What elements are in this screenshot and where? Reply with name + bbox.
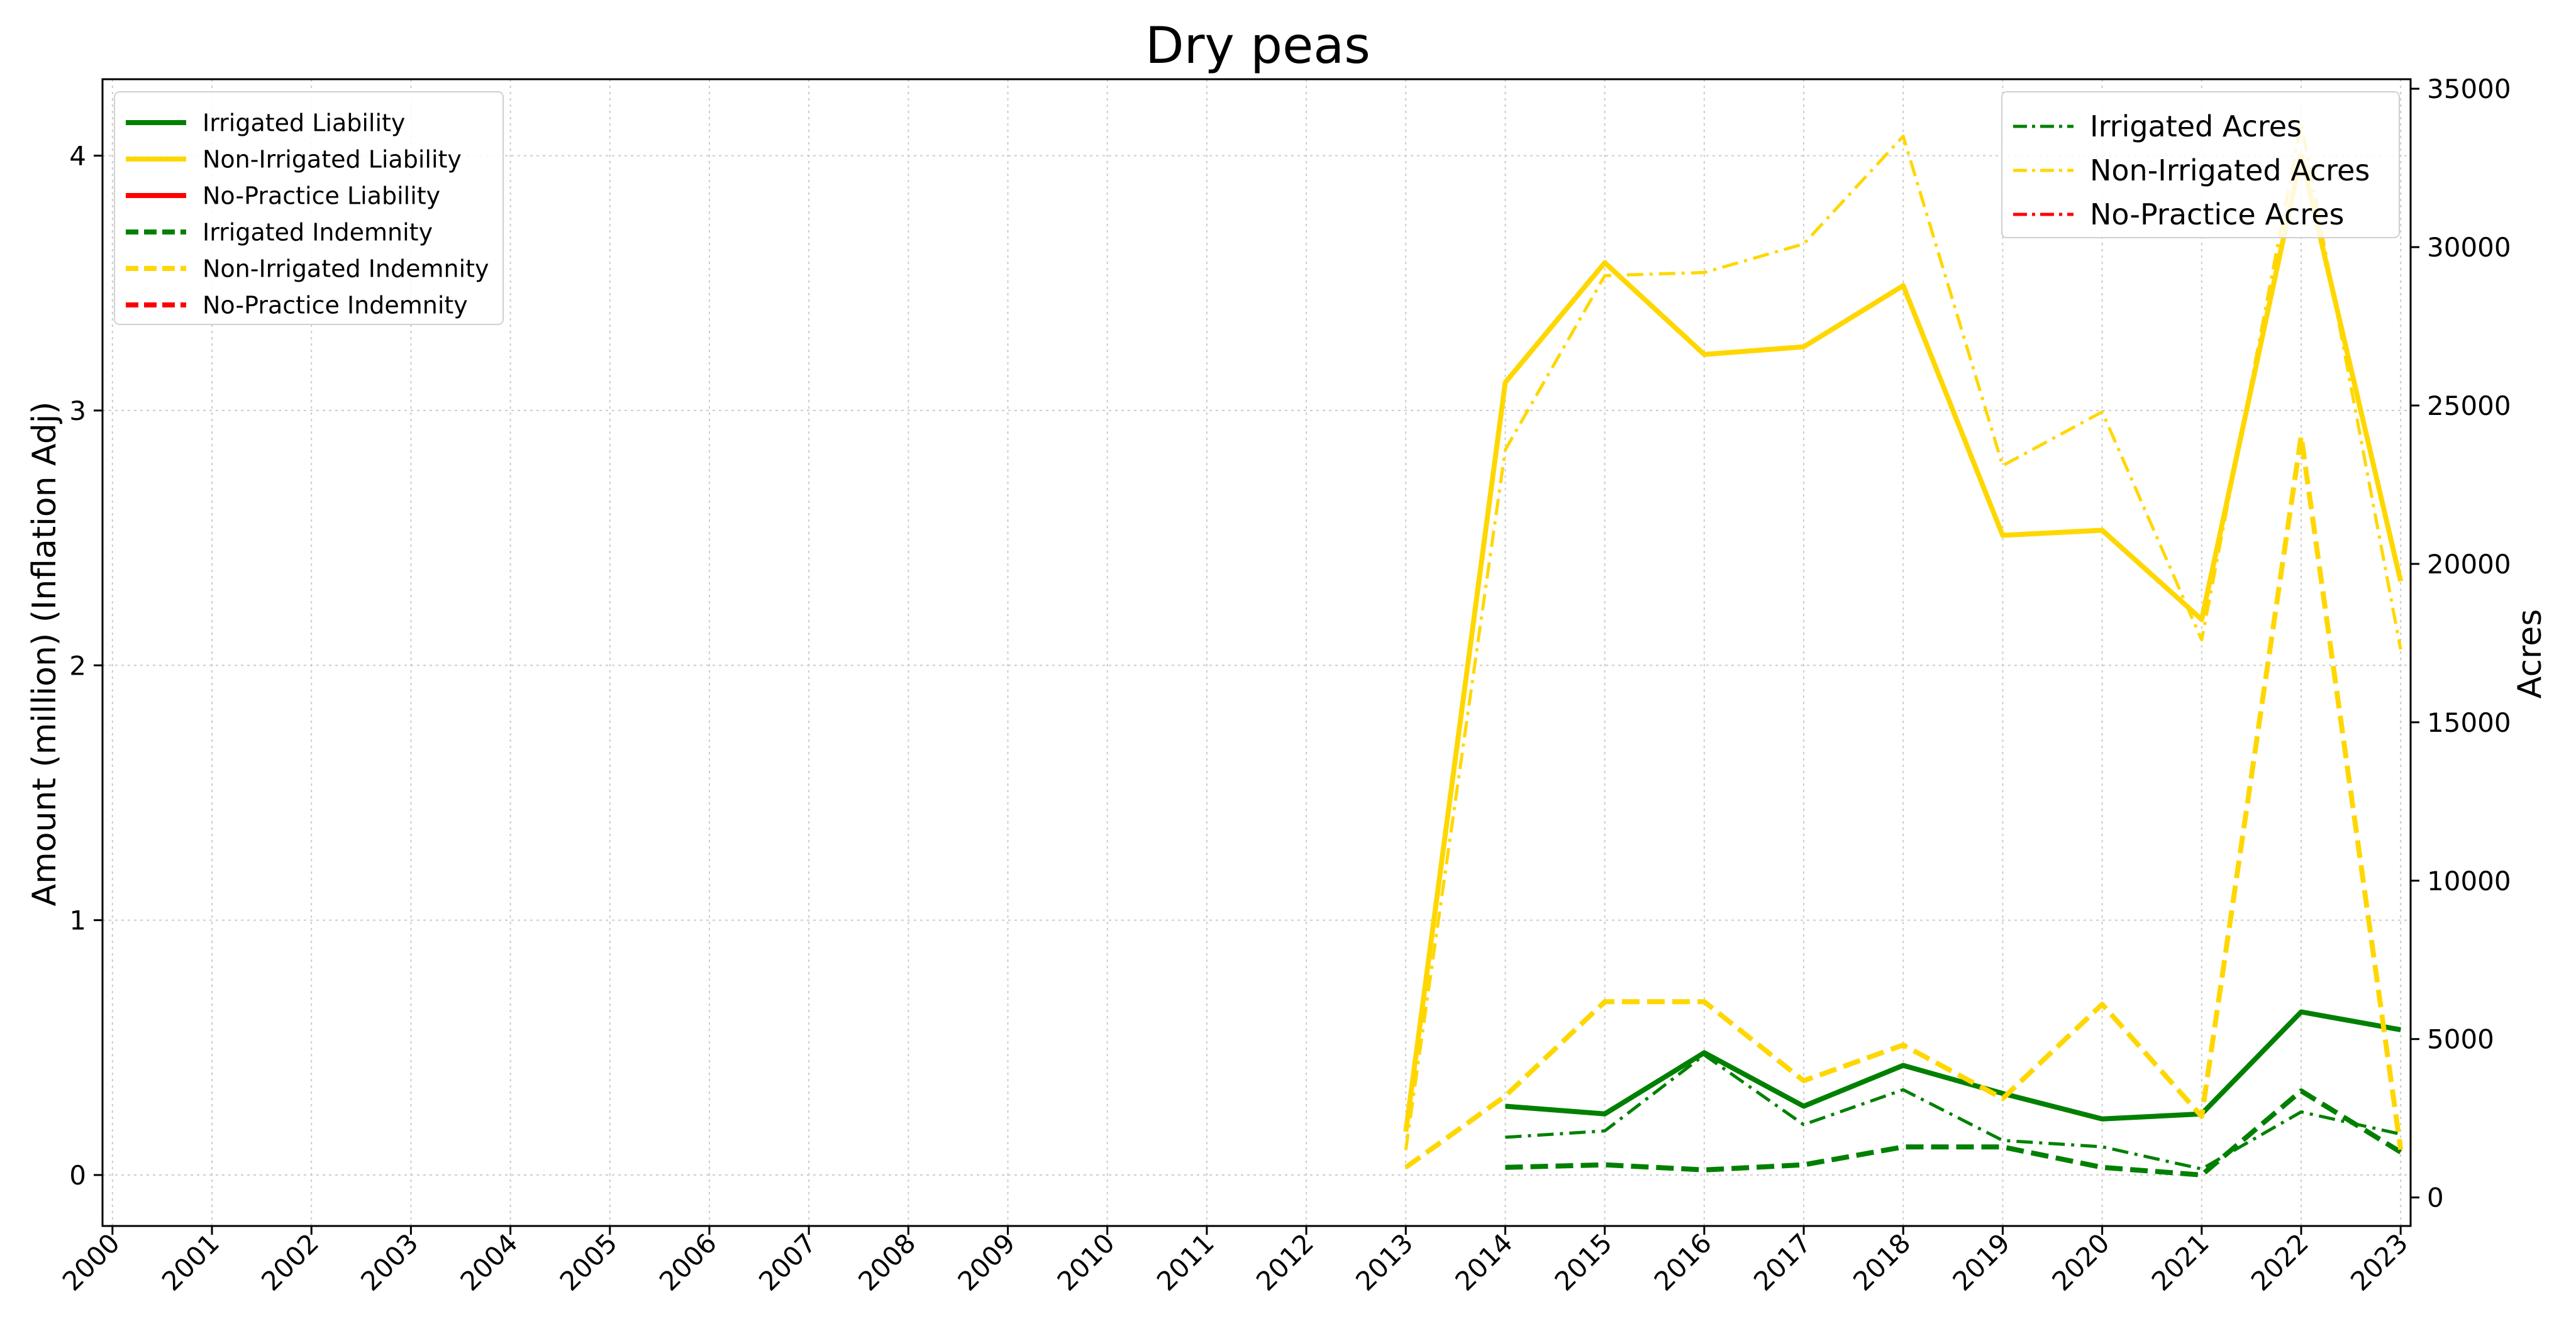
x-tick-label: 2014 — [1449, 1227, 1518, 1296]
x-tick-label: 2009 — [952, 1227, 1021, 1296]
x-tick-label: 2000 — [57, 1227, 126, 1296]
x-tick-label: 2006 — [653, 1227, 723, 1296]
series-line-non-irrigated-acres — [1404, 122, 2402, 1151]
y2-tick-label: 15000 — [2427, 707, 2511, 738]
series-layer — [1403, 122, 2404, 1178]
y-axis-label: Amount (million) (Inflation Adj) — [26, 402, 64, 907]
x-tick-label: 2004 — [454, 1227, 523, 1296]
legend-label: No-Practice Liability — [203, 182, 440, 209]
x-tick-label: 2003 — [355, 1227, 424, 1296]
chart-title: Dry peas — [1145, 16, 1370, 75]
x-tick-label: 2021 — [2146, 1227, 2215, 1296]
y2-tick-label: 20000 — [2427, 549, 2511, 580]
x-tick-label: 2016 — [1648, 1227, 1718, 1296]
series-line-irrigated-indemnity — [1505, 1088, 2402, 1178]
x-tick-label: 2007 — [753, 1227, 822, 1296]
legend-box — [2001, 91, 2400, 238]
plot-frame — [101, 78, 2412, 1227]
y-tick-label: 4 — [69, 141, 86, 172]
series-line-irrigated-liability — [1505, 1009, 2401, 1122]
x-tick-label: 2019 — [1946, 1227, 2016, 1296]
grid — [103, 79, 2411, 1226]
legend-label: No-Practice Indemnity — [203, 291, 468, 319]
y2-tick-label: 35000 — [2427, 74, 2511, 104]
legend-label: Non-Irrigated Indemnity — [203, 255, 489, 282]
legend-label: Non-Irrigated Liability — [203, 145, 462, 173]
y-tick-label: 3 — [69, 395, 86, 426]
x-tick-label: 2015 — [1549, 1227, 1618, 1296]
legend-box — [114, 91, 504, 325]
x-tick-label: 2008 — [852, 1227, 921, 1296]
legend-label: Irrigated Acres — [2090, 109, 2302, 143]
legend-label: Non-Irrigated Acres — [2090, 153, 2370, 187]
x-tick-label: 2018 — [1847, 1227, 1916, 1296]
x-tick-label: 2017 — [1748, 1227, 1817, 1296]
y2-axis-ticks: 0 5000 10000 15000 20000 25000 30000 35000 — [2411, 74, 2511, 1213]
y-tick-label: 1 — [69, 905, 86, 936]
x-tick-label: 2012 — [1250, 1227, 1319, 1296]
x-tick-label: 2005 — [554, 1227, 623, 1296]
legend-label: Irrigated Liability — [203, 109, 405, 136]
y-axis-ticks: 0 1 2 3 4 — [69, 141, 103, 1191]
x-tick-label: 2013 — [1350, 1227, 1419, 1296]
y-tick-label: 0 — [69, 1160, 86, 1191]
x-tick-label: 2001 — [156, 1227, 225, 1296]
x-tick-label: 2010 — [1052, 1227, 1121, 1296]
y2-axis-label: Acres — [2511, 609, 2549, 699]
legend-label: Irrigated Indemnity — [203, 218, 433, 246]
series-line-irrigated-acres — [1505, 1053, 2401, 1171]
legend-right: Irrigated Acres Non-Irrigated Acres No-Pra… — [2001, 91, 2400, 238]
x-tick-label: 2023 — [2345, 1227, 2414, 1296]
x-tick-label: 2022 — [2245, 1227, 2314, 1296]
y-tick-label: 2 — [69, 650, 86, 681]
x-axis-ticks: 2000 2001 2002 2003 2004 2005 2006 2007 2008 2009… — [57, 1226, 2414, 1297]
y2-tick-label: 0 — [2427, 1183, 2444, 1213]
x-tick-label: 2002 — [255, 1227, 325, 1296]
legend-left: Irrigated Liability Non-Irrigated Liabili… — [114, 91, 504, 325]
y2-tick-label: 25000 — [2427, 390, 2511, 421]
y2-tick-label: 30000 — [2427, 232, 2511, 263]
x-tick-label: 2020 — [2046, 1227, 2115, 1296]
x-tick-label: 2011 — [1151, 1227, 1220, 1296]
series-line-non-irrigated-indemnity — [1404, 433, 2404, 1170]
legend-label: No-Practice Acres — [2090, 197, 2344, 231]
y2-tick-label: 10000 — [2427, 866, 2511, 897]
y2-tick-label: 5000 — [2427, 1024, 2494, 1055]
